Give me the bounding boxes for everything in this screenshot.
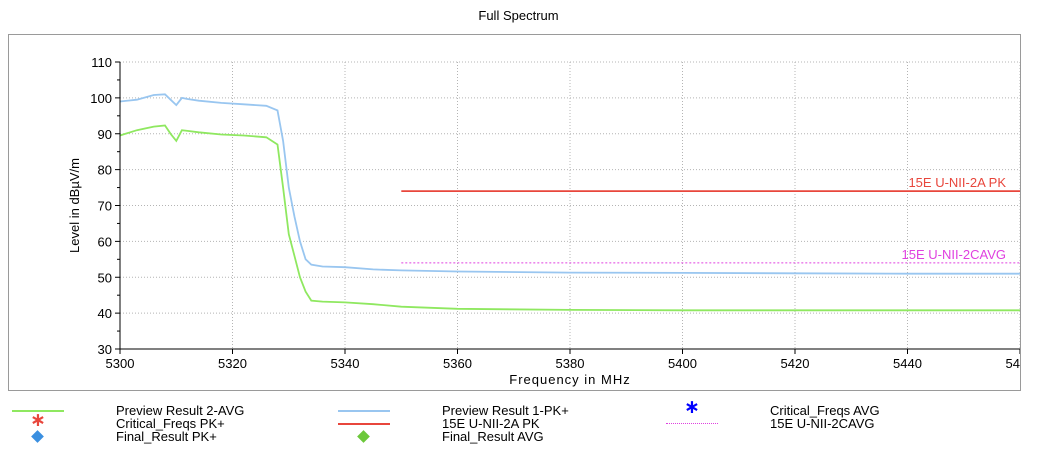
legend-item: 15E U-NII-2CAVG xyxy=(666,417,875,431)
x-tick-label: 5340 xyxy=(331,356,360,371)
chart-plot: 30 40 50 60 70 80 90 100 110 5300 5320 5340 5360 5380… xyxy=(67,55,1020,387)
legend-item: ∗ Critical_Freqs PK+ xyxy=(12,410,225,431)
legend-item: Final_Result AVG xyxy=(338,430,544,444)
legend-label: Preview Result 1-PK+ xyxy=(442,403,569,418)
y-tick-label: 40 xyxy=(98,306,112,321)
legend-item: ∗ Critical_Freqs AVG xyxy=(666,397,880,418)
legend-item: 15E U-NII-2A PK xyxy=(338,417,540,431)
legend-label: Critical_Freqs AVG xyxy=(770,403,880,418)
legend-label: 15E U-NII-2CAVG xyxy=(770,416,875,431)
x-axis-title: Frequency in MHz xyxy=(509,372,630,387)
limit-label: 15E U-NII-2CAVG xyxy=(901,247,1006,262)
y-tick-label: 80 xyxy=(98,163,112,178)
chart-frame: 30 40 50 60 70 80 90 100 110 5300 5320 5340 5360 5380… xyxy=(8,34,1021,391)
legend-item: Preview Result 2-AVG xyxy=(12,404,244,418)
legend-label: Critical_Freqs PK+ xyxy=(116,416,225,431)
chart-legend: Preview Result 2-AVG Preview Result 1-PK+… xyxy=(0,397,1037,454)
x-tick-label: 5440 xyxy=(893,356,922,371)
diamond-marker-icon xyxy=(338,430,390,444)
x-tick-label: 5420 xyxy=(781,356,810,371)
x-tick-label: 5400 xyxy=(668,356,697,371)
chart-title: Full Spectrum xyxy=(478,8,559,23)
legend-label: Final_Result AVG xyxy=(442,429,544,444)
legend-line-swatch xyxy=(338,417,390,431)
asterisk-marker-icon: ∗ xyxy=(30,410,46,431)
x-tick-label: 5300 xyxy=(106,356,135,371)
x-tick-label: 5360 xyxy=(443,356,472,371)
y-tick-label: 60 xyxy=(98,234,112,249)
series-line-preview-result-1-pk xyxy=(119,93,1020,275)
x-tick-label: 5460 xyxy=(1006,356,1020,371)
x-tick-label: 5320 xyxy=(218,356,247,371)
series-line-preview-result-2-avg xyxy=(119,124,1020,312)
legend-line-swatch xyxy=(338,404,390,418)
legend-label: Preview Result 2-AVG xyxy=(116,403,245,418)
diamond-marker-icon xyxy=(12,430,64,444)
y-axis-title: Level in dBµV/m xyxy=(67,158,82,253)
asterisk-marker-icon: ∗ xyxy=(684,397,700,418)
y-tick-label: 110 xyxy=(91,55,112,70)
y-tick-label: 30 xyxy=(98,342,112,357)
legend-item: Final_Result PK+ xyxy=(12,430,217,444)
legend-line-swatch xyxy=(12,404,64,418)
x-tick-label: 5380 xyxy=(556,356,585,371)
y-tick-label: 70 xyxy=(98,199,112,214)
legend-item: Preview Result 1-PK+ xyxy=(338,404,569,418)
y-tick-label: 90 xyxy=(98,127,112,142)
limit-label: 15E U-NII-2A PK xyxy=(908,175,1006,190)
y-tick-label: 50 xyxy=(98,270,112,285)
legend-label: 15E U-NII-2A PK xyxy=(442,416,540,431)
y-tick-label: 100 xyxy=(90,91,112,106)
legend-line-swatch xyxy=(666,417,718,431)
legend-label: Final_Result PK+ xyxy=(116,429,217,444)
